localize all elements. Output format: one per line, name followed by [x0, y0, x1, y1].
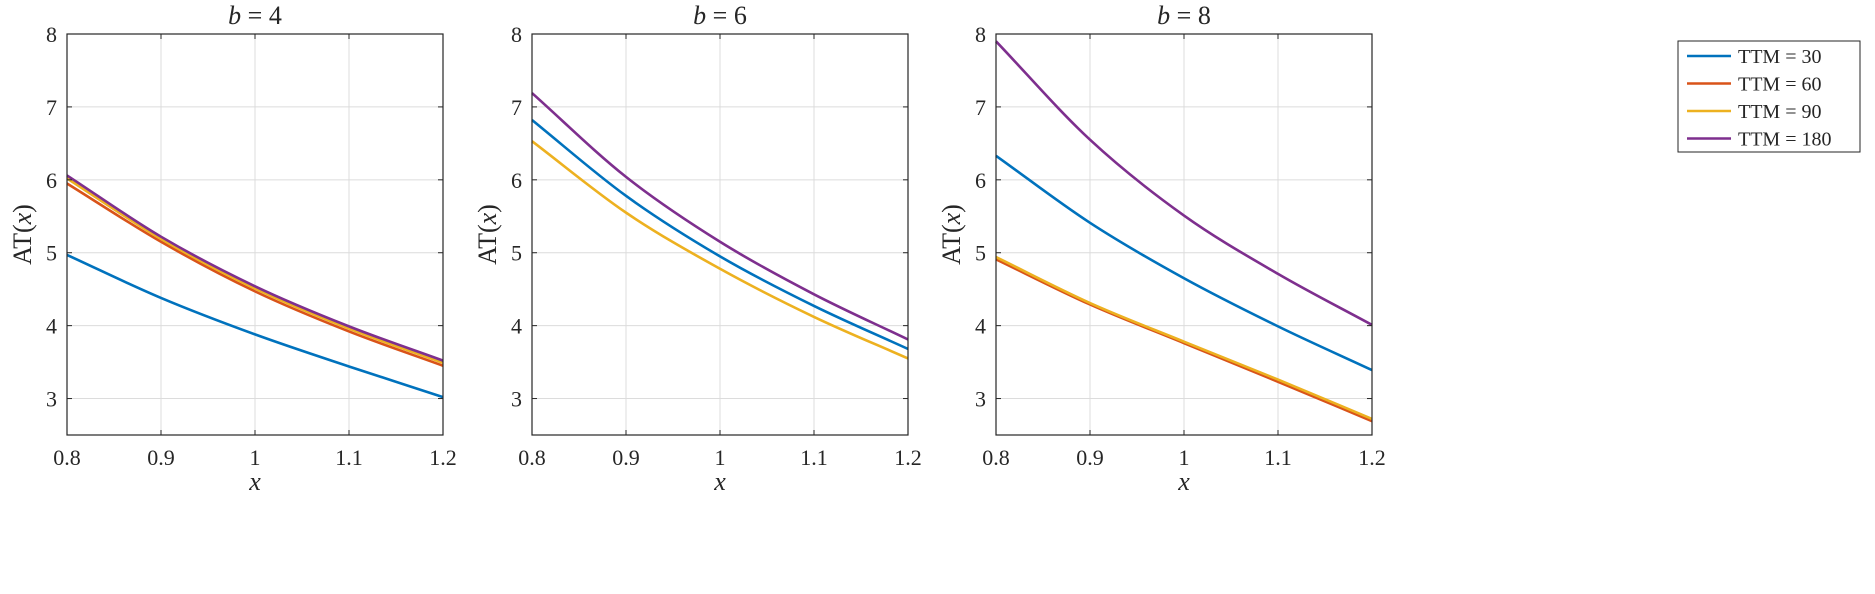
title-value: 8	[1198, 1, 1211, 30]
x-tick-label: 0.9	[612, 445, 640, 470]
y-tick-label: 3	[975, 387, 986, 412]
y-tick-label: 4	[975, 314, 986, 339]
legend-label: TTM = 60	[1738, 74, 1822, 96]
title-value: 4	[269, 1, 282, 30]
title-variable: b	[228, 1, 241, 30]
series-line-ttm-30	[66, 253, 444, 399]
y-label-variable: x	[937, 212, 966, 225]
x-tick-label: 1	[715, 445, 726, 470]
legend-label: TTM = 180	[1738, 129, 1832, 151]
x-tick-label: 1.2	[894, 445, 922, 470]
subplot-title: b = 6	[693, 1, 747, 30]
title-equals: =	[241, 1, 269, 30]
x-tick-label: 0.8	[982, 445, 1010, 470]
x-tick-label: 1	[1179, 445, 1190, 470]
y-tick-label: 8	[975, 22, 986, 47]
y-tick-label: 6	[975, 168, 986, 193]
series-line-ttm-180	[531, 92, 909, 341]
series-line-ttm-90	[531, 140, 909, 360]
legend-item-ttm-30: TTM = 30	[1687, 46, 1822, 68]
y-axis-label: AT(x)	[8, 204, 37, 265]
series-line-ttm-180	[66, 174, 444, 362]
y-label-prefix: AT(	[8, 224, 37, 264]
y-tick-label: 4	[46, 314, 57, 339]
x-tick-label: 1.1	[800, 445, 828, 470]
y-tick-label: 5	[511, 241, 522, 266]
x-tick-label: 1.2	[429, 445, 457, 470]
y-tick-label: 3	[511, 387, 522, 412]
series-line-ttm-90	[995, 255, 1373, 421]
legend: TTM = 30 TTM = 60 TTM = 90 TTM = 180	[1677, 40, 1861, 153]
x-axis-label: x	[1177, 467, 1190, 496]
series-group	[66, 174, 444, 399]
y-axis-label: AT(x)	[473, 204, 502, 265]
tick-marks	[995, 33, 1373, 435]
title-variable: b	[693, 1, 706, 30]
series-line-ttm-90	[66, 177, 444, 365]
legend-label: TTM = 30	[1738, 46, 1822, 68]
y-label-variable: x	[473, 212, 502, 225]
y-tick-label: 6	[46, 168, 57, 193]
y-tick-label: 5	[975, 241, 986, 266]
y-label-prefix: AT(	[473, 224, 502, 264]
title-value: 6	[734, 1, 747, 30]
y-tick-label: 8	[511, 22, 522, 47]
y-label-prefix: AT(	[937, 224, 966, 264]
y-tick-label: 7	[46, 95, 57, 120]
legend-item-ttm-90: TTM = 90	[1687, 101, 1822, 123]
series-line-ttm-60	[66, 182, 444, 367]
title-equals: =	[706, 1, 734, 30]
y-tick-label: 3	[46, 387, 57, 412]
x-axis-label: x	[248, 467, 261, 496]
y-tick-label: 6	[511, 168, 522, 193]
y-label-suffix: )	[937, 204, 966, 213]
y-axis-label: AT(x)	[937, 204, 966, 265]
legend-item-ttm-180: TTM = 180	[1687, 129, 1832, 151]
tick-marks	[66, 33, 444, 435]
title-variable: b	[1157, 1, 1170, 30]
subplot-title: b = 4	[228, 1, 282, 30]
x-tick-label: 0.9	[1076, 445, 1104, 470]
y-tick-label: 5	[46, 241, 57, 266]
y-label-variable: x	[8, 212, 37, 225]
y-label-suffix: )	[8, 204, 37, 213]
x-tick-label: 1.1	[1264, 445, 1292, 470]
x-tick-label: 0.8	[53, 445, 81, 470]
x-axis-label: x	[713, 467, 726, 496]
tick-marks	[531, 33, 909, 435]
series-line-ttm-30	[531, 119, 909, 351]
legend-label: TTM = 90	[1738, 101, 1822, 123]
y-tick-label: 8	[46, 22, 57, 47]
y-tick-label: 4	[511, 314, 522, 339]
series-line-ttm-60	[995, 258, 1373, 423]
series-line-ttm-30	[995, 154, 1373, 372]
legend-item-ttm-60: TTM = 60	[1687, 74, 1822, 96]
legend-box	[1677, 40, 1861, 153]
subplot-title: b = 8	[1157, 1, 1211, 30]
series-line-ttm-180	[995, 40, 1373, 327]
title-equals: =	[1170, 1, 1198, 30]
y-label-suffix: )	[473, 204, 502, 213]
x-tick-label: 1.1	[335, 445, 363, 470]
y-tick-label: 7	[511, 95, 522, 120]
series-group	[995, 40, 1373, 423]
series-group	[531, 92, 909, 360]
x-tick-label: 0.9	[147, 445, 175, 470]
x-tick-label: 1.2	[1358, 445, 1386, 470]
x-tick-label: 1	[250, 445, 261, 470]
x-tick-label: 0.8	[518, 445, 546, 470]
y-tick-label: 7	[975, 95, 986, 120]
